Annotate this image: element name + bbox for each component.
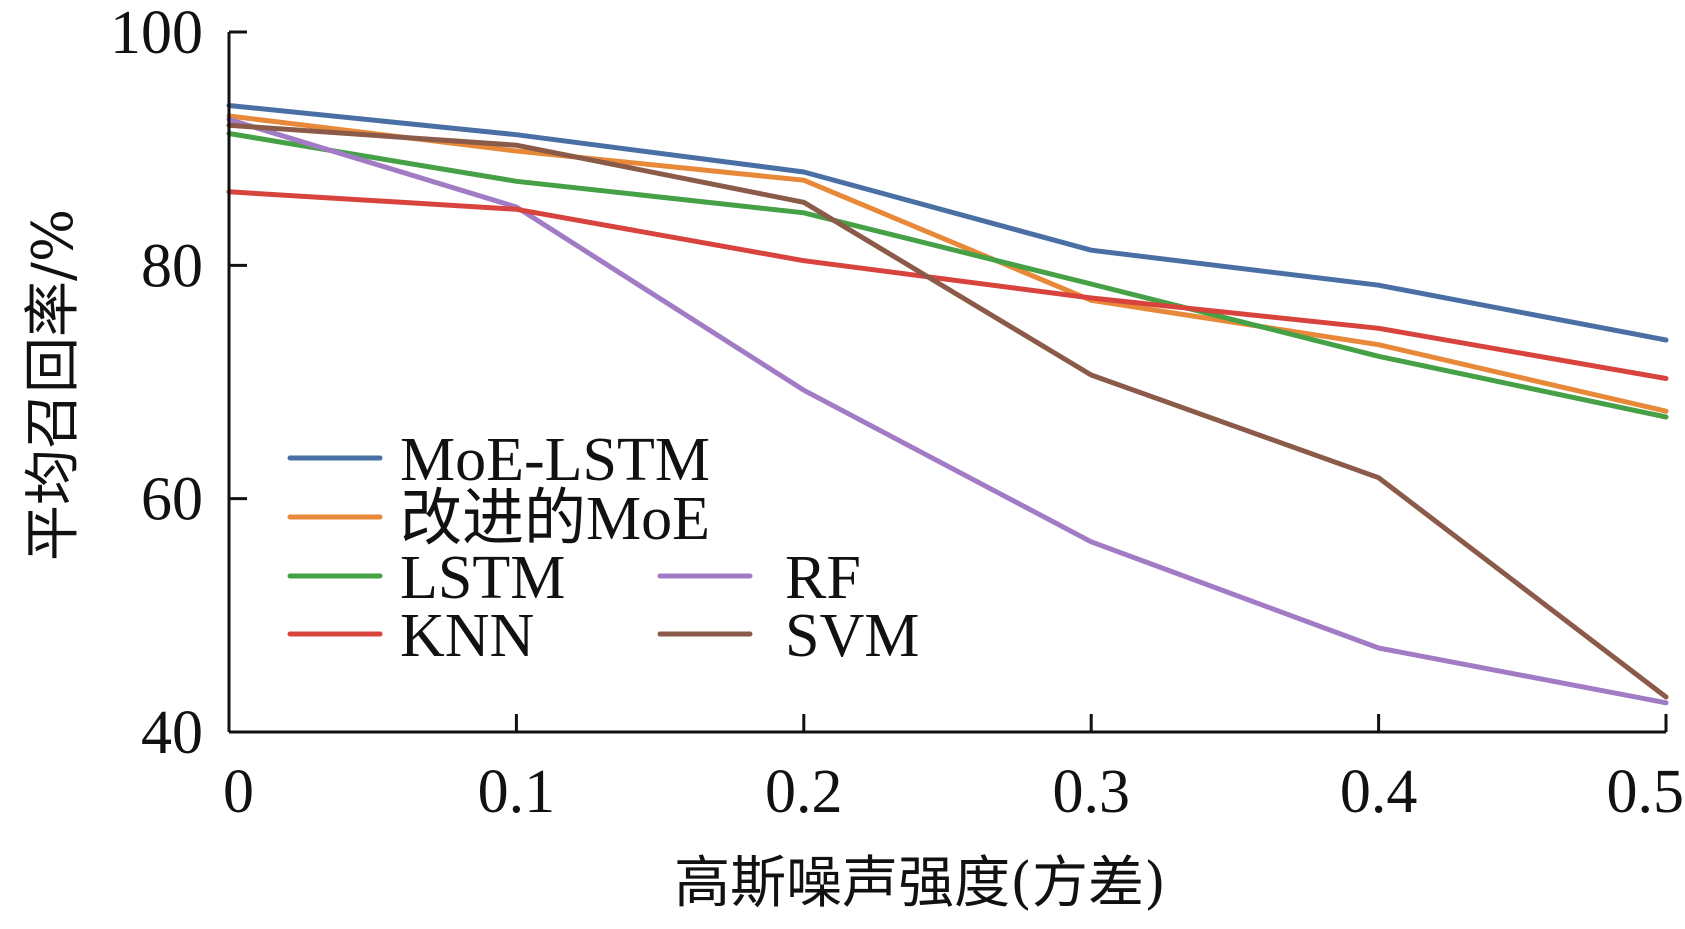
x-tick-label: 0.2 xyxy=(765,758,843,826)
x-tick-label: 0.5 xyxy=(1607,758,1685,826)
legend-label: RF xyxy=(785,544,861,612)
x-tick-label: 0 xyxy=(223,758,254,826)
y-tick-label: 100 xyxy=(110,0,203,67)
series-line-4 xyxy=(226,117,1669,706)
legend-label: SVM xyxy=(785,602,919,670)
series-line-2 xyxy=(226,113,1669,414)
x-tick-label: 0.3 xyxy=(1052,758,1130,826)
series-line-6 xyxy=(226,122,1669,700)
y-tick-label: 60 xyxy=(141,466,203,534)
x-tick-label: 0.4 xyxy=(1340,758,1418,826)
tick-labels: 40 60 80 100 0 0.1 0.2 0.3 0.4 0.5 xyxy=(110,0,1684,826)
series-line-5 xyxy=(226,189,1669,381)
series-line-3 xyxy=(226,131,1669,420)
series-lines xyxy=(226,103,1669,706)
series-line-1 xyxy=(226,103,1669,343)
y-axis-title: 平均召回率/% xyxy=(21,209,86,561)
legend-label: MoE-LSTM xyxy=(400,426,710,494)
legend-label: LSTM xyxy=(400,544,565,612)
y-tick-label: 40 xyxy=(141,699,203,767)
y-tick-label: 80 xyxy=(141,232,203,300)
legend-label: 改进的MoE xyxy=(400,485,710,553)
x-tick-label: 0.1 xyxy=(478,758,556,826)
axes xyxy=(227,30,1668,734)
x-axis-title: 高斯噪声强度(方差) xyxy=(674,851,1166,916)
legend-label: KNN xyxy=(400,602,534,670)
